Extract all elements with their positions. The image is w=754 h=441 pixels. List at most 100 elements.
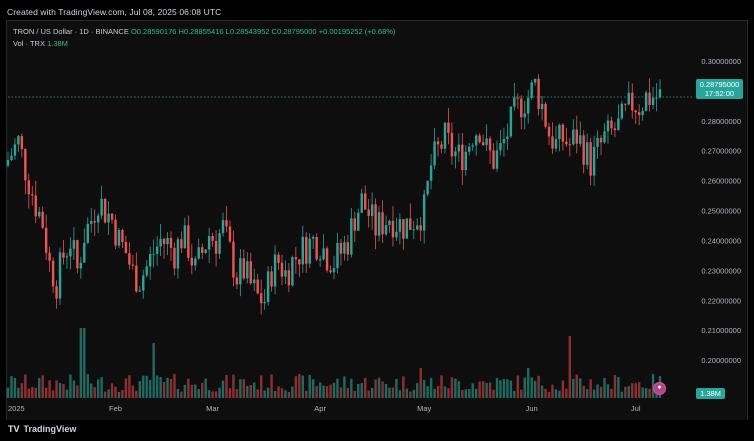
- candle-body: [159, 238, 162, 247]
- chart-frame[interactable]: [6, 20, 748, 421]
- candle-body: [256, 279, 259, 294]
- volume-bar: [613, 375, 617, 398]
- candle-body: [83, 242, 86, 263]
- candle-body: [655, 97, 658, 99]
- candle-body: [6, 160, 10, 166]
- candle-body: [495, 150, 499, 169]
- volume-bar: [343, 376, 346, 398]
- candle-body: [641, 110, 644, 116]
- candle-body: [124, 241, 128, 254]
- candle-body: [62, 252, 65, 258]
- y-tick-label: 0.22000000: [701, 296, 741, 305]
- volume-bar: [48, 380, 51, 398]
- candle-body: [280, 262, 284, 277]
- candle-body: [367, 209, 370, 217]
- candle-body: [492, 150, 495, 169]
- y-tick-label: 0.26000000: [701, 177, 741, 186]
- candle-body: [416, 225, 419, 230]
- candle-body: [266, 271, 270, 303]
- candle-body: [620, 103, 624, 119]
- volume-bar: [253, 382, 256, 398]
- volume-bar: [51, 390, 55, 398]
- volume-label[interactable]: Vol · TRX: [13, 39, 45, 48]
- candle-body: [599, 137, 603, 143]
- volume-bar: [457, 381, 461, 398]
- volume-bar: [266, 387, 270, 398]
- candle-body: [242, 258, 246, 279]
- candle-body: [169, 237, 173, 248]
- x-tick-label: Mar: [206, 404, 219, 413]
- candle-body: [55, 286, 58, 299]
- candle-body: [513, 97, 516, 107]
- candle-body: [76, 240, 79, 269]
- candle-body: [225, 220, 228, 227]
- volume-bar: [502, 379, 506, 398]
- candle-body: [69, 248, 72, 257]
- volume-bar: [93, 387, 96, 398]
- volume-bar: [367, 390, 370, 398]
- y-tick-label: 0.20000000: [701, 356, 741, 365]
- low-value: L0.28543952: [225, 27, 270, 36]
- volume-bar: [447, 388, 450, 398]
- volume-bar: [273, 391, 277, 398]
- candle-body: [329, 270, 332, 273]
- volume-bar: [339, 387, 343, 398]
- volume-bar: [537, 375, 540, 398]
- candle-body: [468, 146, 471, 152]
- y-tick-label: 0.23000000: [701, 266, 741, 275]
- candle-body: [65, 256, 69, 258]
- candle-body: [422, 194, 426, 231]
- chart-legend: TRON / US Dollar · 1D · BINANCE O0.28590…: [13, 27, 395, 36]
- candle-body: [343, 242, 346, 254]
- candle-body: [305, 236, 308, 264]
- candle-body: [450, 132, 454, 157]
- tradingview-logo[interactable]: TV TradingView: [8, 424, 76, 434]
- candle-body: [457, 144, 461, 152]
- volume-legend: Vol · TRX 1.38M: [13, 39, 68, 48]
- candle-body: [107, 213, 110, 223]
- candle-body: [561, 124, 565, 142]
- candle-body: [461, 144, 464, 171]
- candle-body: [239, 258, 242, 285]
- candle-body: [180, 239, 183, 249]
- candle-body: [190, 257, 194, 266]
- candle-body: [395, 231, 398, 238]
- volume-bar: [329, 384, 332, 398]
- volume-bar: [235, 389, 239, 398]
- candle-body: [145, 266, 148, 276]
- event-marker-icon[interactable]: ●: [653, 382, 666, 395]
- candle-body: [377, 212, 381, 236]
- candle-body: [350, 218, 353, 255]
- volume-bar: [433, 388, 436, 398]
- volume-bar: [357, 383, 360, 398]
- candle-body: [419, 225, 422, 231]
- volume-bar: [405, 388, 409, 398]
- candle-body: [24, 149, 27, 181]
- candle-body: [204, 249, 207, 253]
- candle-body: [325, 248, 329, 271]
- candle-body: [658, 89, 662, 98]
- symbol-label[interactable]: TRON / US Dollar · 1D · BINANCE: [13, 27, 129, 36]
- x-tick-label: Jul: [631, 404, 641, 413]
- candle-body: [152, 253, 155, 255]
- candle-body: [544, 103, 547, 127]
- volume-bar: [637, 382, 641, 398]
- volume-bar: [464, 389, 467, 398]
- volume-bar: [298, 374, 301, 398]
- candle-body: [565, 141, 568, 145]
- candle-body: [464, 151, 467, 171]
- volume-bar: [374, 379, 377, 398]
- candle-body: [197, 247, 200, 259]
- candle-body: [138, 290, 141, 292]
- volume-bar: [103, 391, 107, 398]
- candle-body: [166, 237, 169, 245]
- candle-body: [284, 270, 287, 277]
- x-tick-label: 2025: [8, 404, 25, 413]
- candle-body: [232, 241, 235, 278]
- volume-bar: [582, 385, 585, 398]
- candle-body: [27, 180, 31, 195]
- volume-bar: [579, 378, 582, 398]
- volume-bar: [190, 384, 194, 398]
- volume-bar: [409, 391, 412, 398]
